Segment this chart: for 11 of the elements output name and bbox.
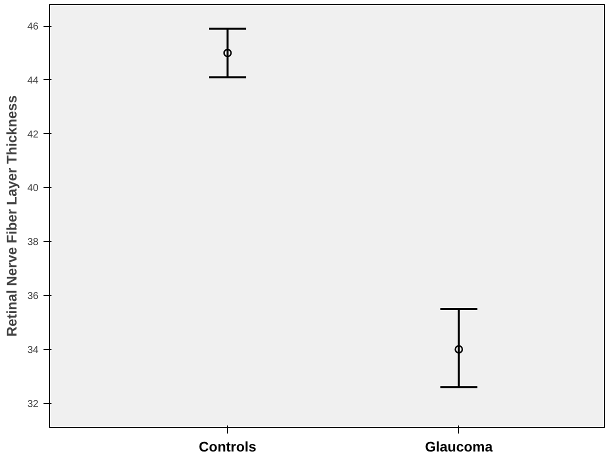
y-tick-label: 46 bbox=[27, 22, 39, 33]
y-tick-label: 44 bbox=[27, 75, 39, 86]
y-tick-label: 38 bbox=[27, 237, 39, 248]
y-tick-label: 42 bbox=[27, 129, 39, 140]
y-tick-label: 40 bbox=[27, 183, 39, 194]
x-tick-label: Glaucoma bbox=[424, 438, 493, 454]
y-axis-title: Retinal Nerve Fiber Layer Thickness bbox=[3, 95, 20, 337]
y-tick-label: 34 bbox=[27, 344, 39, 356]
x-tick-label: Controls bbox=[198, 438, 257, 454]
y-tick-label: 32 bbox=[27, 398, 39, 410]
y-tick-label: 36 bbox=[27, 290, 39, 302]
